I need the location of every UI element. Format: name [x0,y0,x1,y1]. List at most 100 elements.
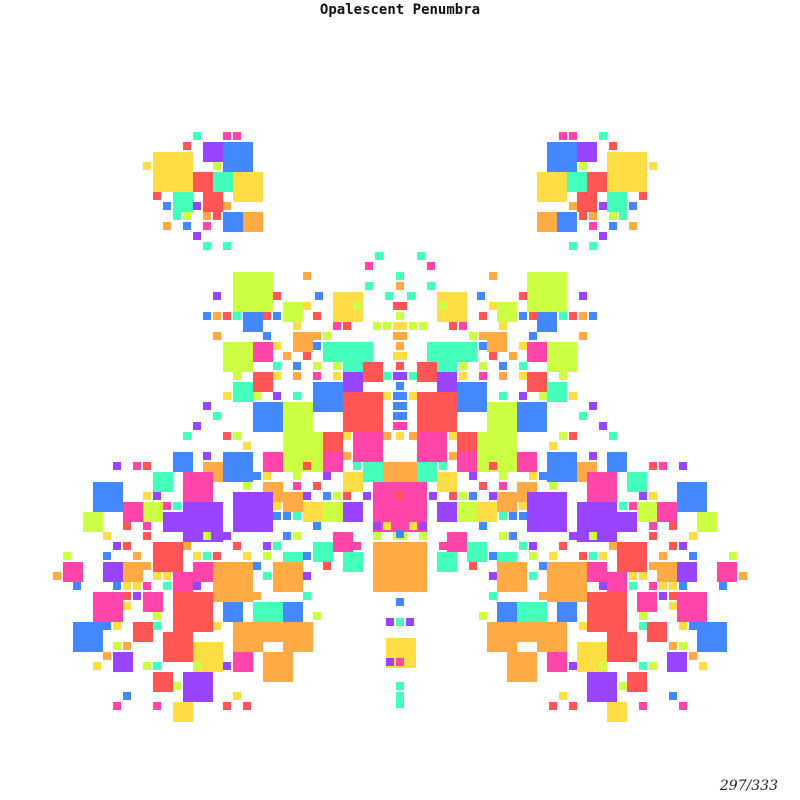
mosaic-tile [457,342,477,362]
mosaic-tile [363,362,383,382]
mosaic-tile [273,342,281,350]
mosaic-tile [253,592,261,600]
mosaic-tile [399,372,407,380]
mosaic-tile [539,472,547,480]
mosaic-tile [386,618,394,626]
mosaic-tile [589,452,597,460]
mosaic-tile [163,632,193,662]
mosaic-tile [153,192,161,200]
mosaic-tile [313,362,321,370]
mosaic-tile [123,502,143,522]
mosaic-tile [393,322,401,330]
mosaic-tile [213,212,221,220]
mosaic-tile [619,682,627,690]
mosaic-tile [303,552,311,560]
mosaic-tile [637,502,657,522]
mosaic-tile [459,492,467,500]
mosaic-tile [396,272,404,280]
mosaic-tile [153,622,161,630]
mosaic-tile [559,372,567,380]
mosaic-tile [365,282,373,290]
mosaic-tile [203,552,211,560]
mosaic-tile [669,542,677,550]
mosaic-tile [223,312,231,320]
mosaic-tile [163,502,171,510]
mosaic-tile [659,552,667,560]
mosaic-tile [396,312,404,320]
mosaic-tile [529,572,537,580]
mosaic-tile [153,572,161,580]
mosaic-tile [409,392,417,400]
mosaic-tile [559,542,567,550]
mosaic-tile [406,618,414,626]
mosaic-tile [579,622,587,630]
mosaic-tile [353,432,383,462]
mosaic-tile [393,332,401,340]
mosaic-tile [529,332,537,340]
mosaic-tile [153,612,161,620]
mosaic-tile [489,492,497,500]
mosaic-tile [396,282,404,290]
mosaic-tile [629,582,637,590]
mosaic-tile [509,532,517,540]
mosaic-tile [233,272,273,312]
mosaic-tile [499,482,507,490]
mosaic-tile [123,582,131,590]
mosaic-tile [449,322,457,330]
mosaic-tile [649,522,657,530]
mosaic-tile [669,592,677,600]
mosaic-tile [569,702,577,710]
mosaic-tile [417,462,437,482]
mosaic-tile [163,512,183,532]
mosaic-tile [363,492,371,500]
mosaic-tile [469,562,477,570]
mosaic-tile [283,492,303,512]
mosaic-tile [537,212,557,232]
mosaic-tile [689,622,697,630]
mosaic-tile [517,402,547,432]
mosaic-tile [437,472,457,492]
mosaic-tile [63,562,83,582]
mosaic-tile [323,472,331,480]
mosaic-tile [677,592,707,622]
mosaic-tile [375,252,383,260]
mosaic-tile [263,452,283,472]
mosaic-tile [343,492,351,500]
mosaic-tile [459,372,467,380]
mosaic-tile [519,342,527,350]
mosaic-tile [193,202,201,210]
mosaic-tile [489,592,497,600]
mosaic-tile [589,532,597,540]
mosaic-tile [113,642,121,650]
mosaic-tile [253,372,273,392]
mosaic-tile [193,132,201,140]
mosaic-tile [569,312,577,320]
mosaic-tile [559,132,567,140]
mosaic-tile [489,352,497,360]
mosaic-tile [333,322,341,330]
mosaic-tile [223,342,253,372]
mosaic-tile [579,292,587,300]
mosaic-tile [607,152,647,192]
mosaic-tile [213,562,253,602]
mosaic-tile [213,552,221,560]
mosaic-tile [559,312,567,320]
mosaic-tile [679,702,687,710]
mosaic-tile [659,592,667,600]
mosaic-tile [153,662,161,670]
mosaic-tile [649,492,657,500]
mosaic-tile [539,562,547,570]
mosaic-tile [173,572,193,592]
mosaic-tile [417,392,457,432]
mosaic-tile [499,372,507,380]
mosaic-tile [93,482,123,512]
mosaic-tile [409,322,417,330]
mosaic-tile [343,392,383,432]
mosaic-tile [459,362,467,370]
mosaic-tile [133,552,141,560]
mosaic-tile [679,582,687,590]
mosaic-tile [439,542,447,550]
mosaic-tile [549,552,557,560]
mosaic-tile [657,562,677,582]
mosaic-tile [313,372,321,380]
